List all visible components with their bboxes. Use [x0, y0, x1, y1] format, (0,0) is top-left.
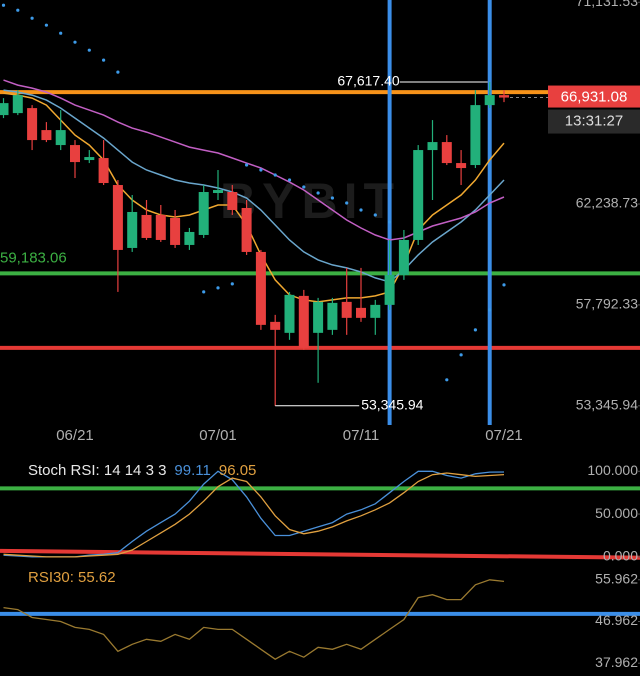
y-tick-label: 55.962 [595, 570, 638, 586]
high-label: 67,617.40 [337, 73, 399, 89]
candle-body [55, 130, 66, 146]
y-tick-label: 37.962 [595, 654, 638, 670]
candle-body [198, 192, 209, 235]
trend-line [0, 548, 640, 560]
sar-dot [87, 48, 91, 52]
sar-dot [1, 3, 6, 7]
candle-body [70, 145, 80, 163]
indicator-line [3, 470, 505, 558]
sar-dot [202, 290, 206, 294]
last-price-box [548, 85, 640, 108]
sar-dot [359, 208, 363, 212]
candle-body [213, 190, 223, 194]
sar-dot [230, 282, 234, 286]
sar-dot [30, 16, 34, 20]
candle-body [98, 158, 109, 184]
x-tick-label: 06/21 [56, 427, 94, 444]
candle-body [356, 307, 366, 318]
y-tick-label: 0.000 [603, 548, 638, 564]
candle-body [184, 231, 195, 245]
candle-body [27, 108, 38, 141]
sar-dot [259, 168, 263, 172]
x-tick-label: 07/11 [343, 427, 379, 444]
legend-value: 99.11 [174, 462, 210, 479]
candle-body [298, 295, 309, 348]
countdown: 13:31:27 [565, 113, 623, 130]
sar-dot [116, 70, 120, 74]
sar-dot [502, 283, 506, 287]
candle-body [12, 95, 23, 114]
y-tick-label: 57,792.33 [576, 296, 638, 312]
sar-dot [373, 213, 377, 217]
sar-dot [44, 23, 49, 27]
x-tick-label: 07/01 [199, 427, 237, 444]
sar-dot [16, 8, 20, 12]
indicator-line [3, 472, 505, 558]
sar-dot [445, 378, 449, 382]
y-tick-label: 46.962 [595, 612, 638, 628]
candle-body [84, 157, 95, 161]
moving-average [3, 89, 505, 283]
sar-dot [273, 173, 277, 177]
candle-body [398, 239, 409, 275]
sar-dot [73, 40, 77, 44]
panel-title-text: Stoch RSI: 14 14 3 3 [28, 462, 166, 479]
candle-body [470, 105, 481, 166]
candle-body [41, 130, 52, 141]
candle-body [141, 214, 152, 238]
indicator-line [3, 579, 505, 660]
candle-body [456, 163, 467, 169]
candle-body [499, 95, 509, 98]
y-tick-label: 71,131.53 [576, 0, 638, 9]
candle-body [370, 304, 381, 318]
sar-dot [316, 191, 320, 195]
candle-body [241, 207, 252, 252]
candle-body [413, 150, 424, 240]
sar-dot [459, 353, 463, 357]
horizontal-line-label: 59,183.06 [0, 249, 67, 266]
candle-body [341, 301, 352, 318]
panel-title: Stoch RSI: 14 14 3 3 99.11 96.05 [28, 462, 256, 479]
candle-body [441, 142, 452, 164]
countdown-box [548, 109, 640, 134]
y-tick-label: 100.000 [587, 462, 638, 478]
candle-body [284, 294, 295, 333]
sar-dot [59, 31, 63, 35]
sar-dot [330, 196, 334, 200]
candle-body [327, 302, 338, 330]
sar-dot [388, 220, 392, 224]
candle-body [270, 321, 281, 330]
candle-body [313, 301, 324, 333]
candle-body [112, 185, 123, 250]
sar-dot [245, 163, 249, 167]
sar-dot [473, 328, 477, 332]
candle-body [227, 192, 238, 210]
candle-body [127, 211, 138, 248]
sar-dot [302, 185, 306, 189]
y-tick-label: 50.000 [595, 505, 638, 521]
candle-body [255, 251, 266, 325]
sar-dot [345, 201, 349, 205]
low-label: 53,345.94 [361, 397, 423, 413]
candle-body [384, 274, 395, 305]
legend-value: 96.05 [219, 462, 257, 479]
y-tick-label: 62,238.73 [576, 195, 638, 211]
sar-dot [287, 178, 292, 182]
x-tick-label: 07/21 [485, 427, 523, 444]
candle-body [484, 95, 495, 106]
sar-dot [216, 286, 220, 290]
panel-title: RSI30: 55.62 [28, 569, 116, 586]
last-price-label: 66,931.08 [561, 89, 628, 106]
sar-dot [488, 308, 492, 312]
candle-body [0, 103, 9, 116]
y-tick-label: 53,345.94 [576, 397, 638, 413]
candle-body [427, 142, 438, 151]
candle-body [155, 214, 166, 240]
candle-body [170, 217, 181, 245]
sar-dot [102, 58, 106, 62]
panel-title-text: RSI30: 55.62 [28, 569, 116, 586]
